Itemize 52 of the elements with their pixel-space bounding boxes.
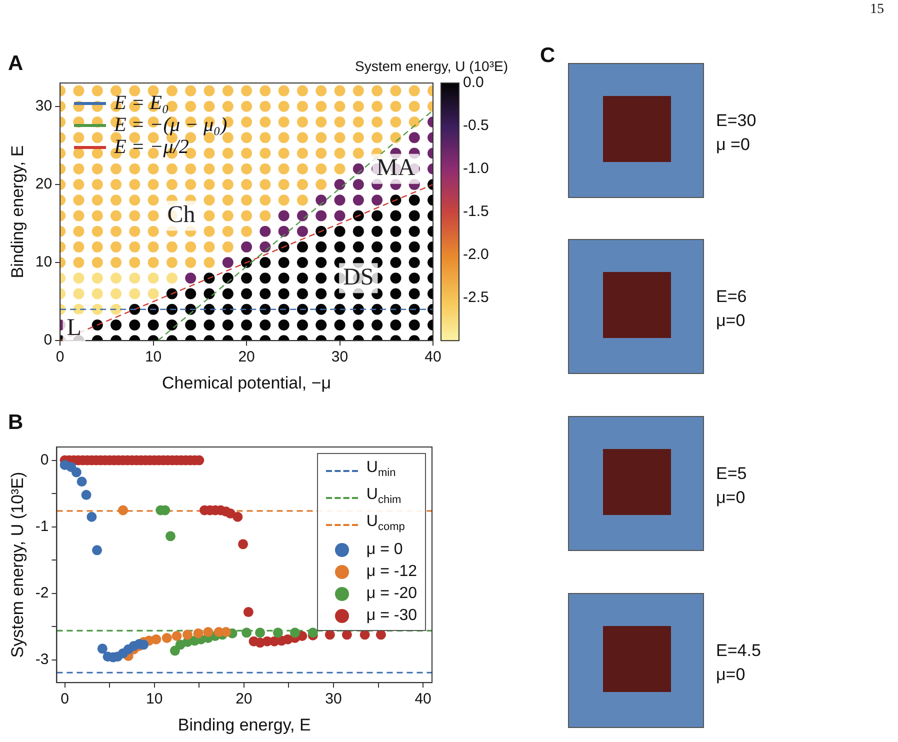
color-bar-title: System energy, U (10³E) (354, 58, 508, 74)
x-tick-label: 30 (331, 348, 348, 366)
y-axis-title: System energy, U (10³E) (8, 472, 27, 658)
legend-label: μ = 0 (366, 540, 403, 560)
y-tick-label: 0 (44, 332, 52, 349)
y-tick-label: -1 (35, 518, 49, 536)
text: C (540, 44, 556, 68)
x-tick-label: 20 (236, 690, 252, 708)
y-axis-title: Binding energy, E (8, 145, 27, 278)
text: μ=0 (716, 665, 746, 685)
color-bar-label: 0.0 (463, 74, 484, 92)
color-bar-label: -1.0 (463, 160, 489, 178)
text: μ =0 (716, 135, 750, 155)
y-tick-label: 0 (40, 451, 49, 468)
legend-label: U$_{chim}$ (366, 485, 402, 508)
annotation: Ch (167, 202, 196, 228)
text: μ=0 (716, 488, 746, 508)
legend-label: μ = -12 (366, 562, 417, 582)
x-tick-label: 10 (144, 348, 162, 366)
text: A (8, 52, 24, 76)
ref-line-label: U$_{comp}$ (366, 512, 405, 536)
annotation: L (66, 315, 82, 342)
y-tick-label: 30 (35, 98, 52, 115)
text: E=6 (716, 287, 747, 307)
text: E=30 (716, 111, 756, 131)
annotation: MA (376, 155, 416, 182)
y-tick-label: 10 (35, 254, 52, 271)
color-bar-label: -2.0 (463, 246, 489, 263)
x-tick-label: 20 (238, 348, 255, 366)
text: E=4.5 (716, 641, 761, 661)
x-axis-title: Binding energy, E (178, 715, 311, 734)
text: 15 (870, 2, 884, 18)
x-tick-label: 10 (146, 690, 163, 708)
x-axis-title: Chemical potential, −μ (162, 373, 332, 392)
color-bar-label: -2.5 (463, 288, 489, 306)
text: μ=0 (716, 311, 746, 331)
x-tick-label: 0 (60, 690, 69, 708)
x-tick-label: 40 (424, 348, 442, 366)
x-tick-label: 0 (56, 348, 64, 366)
annotation: DS (343, 264, 374, 290)
legend-label: U$_{min}$ (366, 458, 396, 482)
text: B (8, 411, 24, 435)
legend-label: μ = -20 (366, 584, 417, 604)
y-tick-label: -2 (35, 584, 49, 602)
color-bar-label: -1.5 (463, 202, 489, 220)
y-tick-label: -3 (35, 651, 49, 668)
x-tick-label: 40 (414, 690, 432, 708)
y-tick-label: 20 (35, 176, 52, 193)
x-tick-label: 30 (325, 690, 342, 708)
text: E=5 (716, 464, 747, 484)
color-bar-label: -0.5 (463, 117, 489, 134)
legend-label: μ = -30 (366, 606, 417, 626)
